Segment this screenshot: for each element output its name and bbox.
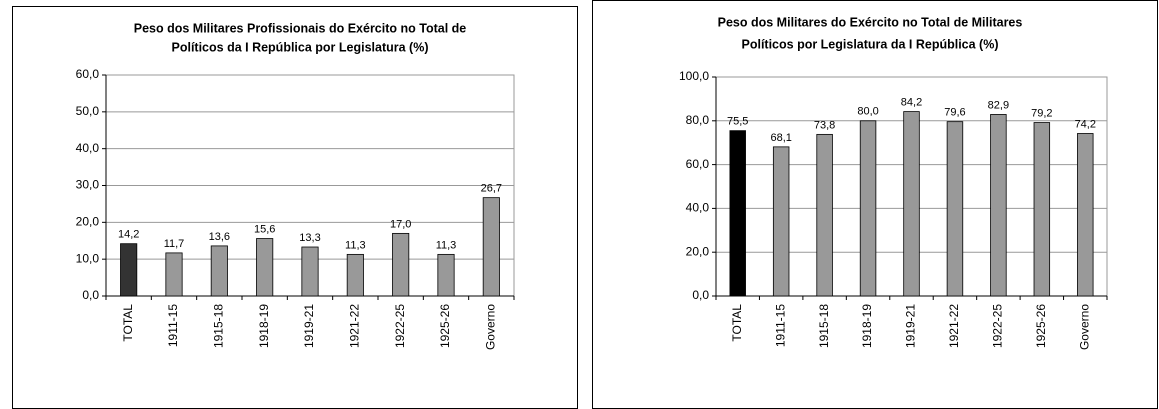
bar xyxy=(256,238,274,297)
bar xyxy=(392,232,410,297)
bar xyxy=(1077,133,1094,297)
x-tick-label: 1922-25 xyxy=(991,304,1005,348)
x-tick-label: 1919-21 xyxy=(302,304,316,348)
value-label: 82,9 xyxy=(988,99,1009,111)
y-tick-label: 10,0 xyxy=(76,251,100,265)
y-tick-label: 30,0 xyxy=(76,178,100,192)
y-tick-label: 0,0 xyxy=(82,288,99,302)
x-tick-label: Governo xyxy=(484,304,498,350)
bar xyxy=(301,246,319,297)
bar xyxy=(729,130,746,297)
bar xyxy=(437,253,455,297)
bar xyxy=(346,253,364,297)
bar xyxy=(859,120,877,297)
y-tick-label: 40,0 xyxy=(686,201,710,215)
bar xyxy=(1033,122,1051,297)
x-tick-label: 1921-22 xyxy=(947,304,961,348)
bar xyxy=(816,133,833,297)
value-label: 15,6 xyxy=(254,223,275,235)
chart-title: Peso dos Militares do Exército no Total … xyxy=(718,15,1023,29)
chart-title: Peso dos Militares Profissionais do Exér… xyxy=(134,21,467,35)
bar xyxy=(165,252,183,297)
chart-title: Políticos da I República por Legislatura… xyxy=(172,40,429,54)
value-label: 84,2 xyxy=(901,97,922,109)
value-label: 79,6 xyxy=(944,107,965,119)
value-label: 79,2 xyxy=(1031,107,1052,119)
x-tick-label: TOTAL xyxy=(121,304,135,342)
bar xyxy=(946,121,964,297)
value-label: 14,2 xyxy=(118,229,139,241)
value-label: 11,3 xyxy=(436,239,457,251)
chart-title: Políticos por Legislatura da I República… xyxy=(742,37,999,51)
value-label: 11,3 xyxy=(345,239,366,251)
x-tick-label: 1919-21 xyxy=(904,304,918,348)
x-tick-label: 1911-15 xyxy=(773,304,787,347)
bar xyxy=(120,243,138,297)
bar xyxy=(990,114,1007,297)
x-tick-label: 1918-19 xyxy=(257,304,271,348)
value-label: 13,3 xyxy=(299,232,320,244)
x-tick-label: 1918-19 xyxy=(860,304,874,348)
x-tick-label: 1925-26 xyxy=(438,304,452,348)
value-label: 73,8 xyxy=(814,119,835,131)
value-label: 26,7 xyxy=(481,183,502,195)
bar xyxy=(210,245,228,297)
value-label: 13,6 xyxy=(209,231,230,243)
x-tick-label: 1915-18 xyxy=(212,304,226,348)
bar xyxy=(482,197,500,297)
y-tick-label: 50,0 xyxy=(76,104,100,118)
x-tick-label: 1925-26 xyxy=(1034,304,1048,348)
x-tick-label: 1915-18 xyxy=(817,304,831,348)
y-tick-label: 40,0 xyxy=(76,141,100,155)
x-tick-label: TOTAL xyxy=(730,304,744,342)
x-tick-label: 1921-22 xyxy=(348,304,362,348)
y-tick-label: 60,0 xyxy=(686,157,710,171)
y-tick-label: 20,0 xyxy=(686,244,710,258)
x-tick-label: Governo xyxy=(1077,304,1091,350)
value-label: 68,1 xyxy=(770,132,791,144)
y-tick-label: 20,0 xyxy=(76,215,100,229)
bar xyxy=(772,146,790,297)
value-label: 74,2 xyxy=(1075,118,1096,130)
x-tick-label: 1911-15 xyxy=(166,304,180,347)
y-tick-label: 100,0 xyxy=(679,69,709,83)
y-tick-label: 80,0 xyxy=(686,113,710,127)
y-tick-label: 60,0 xyxy=(76,67,100,81)
bar xyxy=(903,111,920,297)
value-label: 17,0 xyxy=(390,218,411,230)
value-label: 75,5 xyxy=(727,116,748,128)
y-tick-label: 0,0 xyxy=(692,288,709,302)
value-label: 80,0 xyxy=(857,106,878,118)
x-tick-label: 1922-25 xyxy=(393,304,407,348)
value-label: 11,7 xyxy=(164,238,185,250)
